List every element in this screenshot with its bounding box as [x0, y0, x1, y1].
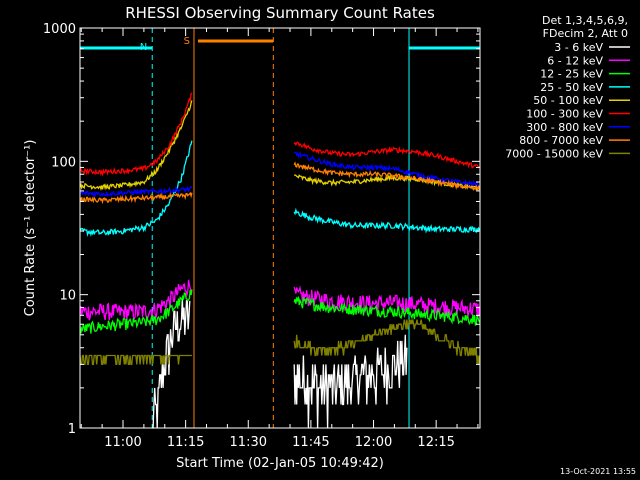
y-tick-label: 1000: [43, 22, 76, 37]
series-line: [293, 296, 481, 326]
series-line: [152, 297, 191, 429]
y-tick-label: 100: [51, 155, 76, 170]
footer-timestamp: 13-Oct-2021 13:55: [560, 467, 636, 476]
series-line: [79, 289, 193, 334]
y-axis-label: Count Rate (s⁻¹ detector⁻¹): [23, 140, 38, 317]
x-tick-label: 11:45: [292, 435, 329, 450]
series-line: [79, 279, 193, 321]
legend-entry-label: 50 - 100 keV: [533, 94, 603, 107]
series-line: [293, 161, 481, 192]
series-layer: [79, 92, 481, 429]
series-800-7000-kev: [79, 161, 481, 205]
legend: Det 1,3,4,5,6,9,FDecim 2, Att 03 - 6 keV…: [505, 14, 630, 160]
series-line: [293, 151, 480, 189]
series-3-6-kev: [152, 297, 408, 429]
legend-entry-label: 100 - 300 keV: [526, 108, 603, 121]
series-25-50-kev: [79, 140, 481, 237]
legend-entry-label: 12 - 25 keV: [540, 68, 603, 81]
legend-header: FDecim 2, Att 0: [543, 27, 628, 40]
series-line: [293, 319, 481, 365]
x-tick-label: 12:15: [417, 435, 454, 450]
legend-entry-label: 800 - 7000 keV: [519, 134, 603, 147]
series-line: [293, 334, 408, 429]
legend-entry-label: 25 - 50 keV: [540, 81, 603, 94]
x-tick-label: 12:00: [355, 435, 392, 450]
legend-entry-label: 6 - 12 keV: [547, 54, 603, 67]
series-6-12-kev: [79, 279, 481, 321]
y-tick-label: 10: [59, 289, 76, 304]
x-tick-label: 11:30: [230, 435, 267, 450]
series-line: [293, 285, 481, 318]
series-7000-15000-kev: [79, 319, 481, 366]
series-300-800-kev: [79, 151, 480, 199]
series-line: [293, 207, 481, 234]
chart-title: RHESSI Observing Summary Count Rates: [125, 4, 435, 22]
x-tick-label: 11:15: [167, 435, 204, 450]
series-line: [79, 185, 193, 199]
night-flag-label: N: [140, 42, 147, 53]
series-line: [79, 92, 193, 177]
series-line: [79, 191, 193, 205]
y-tick-label: 1: [68, 422, 76, 437]
plot-frame: [79, 27, 481, 429]
saa-flag-label: S: [184, 36, 190, 47]
series-100-300-kev: [79, 92, 481, 177]
axes-layer: 1 10 100 1000 11:00 11:15 11:30 11:45 12:00 12:15: [43, 22, 480, 450]
legend-entry-label: 3 - 6 keV: [554, 41, 603, 54]
series-line: [79, 100, 193, 192]
series-line: [293, 141, 481, 169]
series-12-25-kev: [79, 289, 481, 334]
x-axis-label: Start Time (02-Jan-05 10:49:42): [176, 456, 384, 471]
series-line: [79, 354, 192, 366]
x-tick-label: 11:00: [104, 435, 141, 450]
legend-entry-label: 300 - 800 keV: [526, 121, 603, 134]
legend-header: Det 1,3,4,5,6,9,: [542, 14, 628, 27]
legend-entry-label: 7000 - 15000 keV: [505, 147, 603, 160]
